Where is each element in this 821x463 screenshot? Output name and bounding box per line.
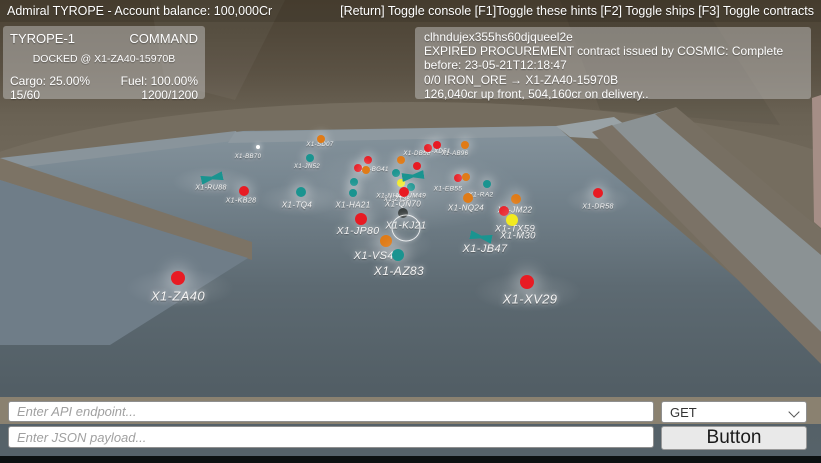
contract-payment: 126,040cr up front, 504,160cr on deliver…	[424, 86, 649, 101]
system-label: X1-ZA40	[150, 288, 206, 304]
system-label: X1-NQ24	[447, 203, 485, 213]
system-dot[interactable]	[239, 186, 249, 196]
system-dot[interactable]	[349, 189, 357, 197]
system-label: X1-JN52	[293, 164, 321, 170]
ship-role: COMMAND	[129, 31, 198, 46]
fuel-label: Fuel: 100.00%	[120, 74, 198, 88]
system-dot[interactable]	[463, 193, 473, 203]
system-label: X1-HA21	[335, 200, 371, 210]
system-dot[interactable]	[306, 154, 314, 162]
bottom-border	[0, 456, 821, 463]
system-dot[interactable]	[355, 213, 367, 225]
system-dot[interactable]	[362, 166, 370, 174]
floor-glow	[240, 177, 360, 223]
fuel-value: 1200/1200	[141, 88, 198, 102]
cargo-value: 15/60	[10, 88, 41, 102]
contract-delivery: 0/0 IRON_ORE → X1-ZA40-15970B	[424, 72, 619, 87]
system-dot[interactable]	[511, 194, 521, 204]
system-label: X1-AB96	[441, 151, 469, 157]
floor-glow	[157, 161, 267, 203]
method-select[interactable]: GET	[661, 401, 807, 423]
system-label: X1-UM49	[395, 192, 427, 200]
floor-glow	[553, 180, 643, 220]
system-label: X1-QN70	[384, 199, 422, 209]
system-label: X1-TQ4	[281, 200, 313, 210]
system-dot[interactable]	[354, 164, 362, 172]
system-label: X1-RA2	[468, 191, 494, 199]
system-dot[interactable]	[397, 156, 405, 164]
system-label: X1-DR58	[582, 203, 614, 211]
system-label: X1-TX59	[494, 223, 536, 235]
submit-request-button[interactable]: Button	[661, 426, 807, 450]
ship-name: TYROPE-1	[10, 31, 76, 46]
contract-deadline: before: 23-05-21T12:18:47	[424, 58, 567, 73]
system-label: X1-JB47	[462, 243, 508, 255]
system-label: X1-SD07	[306, 142, 334, 148]
system-dot[interactable]	[317, 135, 325, 143]
system-dot[interactable]	[350, 178, 358, 186]
system-dot[interactable]	[392, 169, 400, 177]
system-dot[interactable]	[424, 144, 432, 152]
system-label: X1-BB70	[234, 154, 262, 160]
top-bar: Admiral TYROPE - Account balance: 100,00…	[0, 0, 821, 22]
system-dot[interactable]	[454, 174, 462, 182]
system-dot[interactable]	[461, 141, 469, 149]
system-dot[interactable]	[520, 275, 534, 289]
system-dot[interactable]	[413, 162, 421, 170]
system-label: X1-KB28	[225, 197, 257, 205]
system-label: X1-BG41	[361, 167, 389, 173]
contract-id: clhndujex355hs60djqueel2e	[424, 30, 573, 44]
system-label: X1-JM22	[497, 205, 533, 215]
cargo-label: Cargo: 25.00%	[10, 74, 91, 88]
system-dot[interactable]	[296, 187, 306, 197]
hotkey-hints-text: [Return] Toggle console [F1]Toggle these…	[340, 4, 814, 18]
floor-glow	[453, 264, 603, 320]
system-dot[interactable]	[499, 206, 509, 216]
system-label: X1-DB58	[403, 151, 431, 157]
system-dot[interactable]	[171, 271, 185, 285]
contract-panel: clhndujex355hs60djqueel2e EXPIRED PROCUR…	[415, 27, 811, 101]
system-label: X1-XV29	[502, 291, 558, 307]
system-label: X1-RU88	[195, 184, 227, 192]
system-label: X1-XD51	[423, 149, 451, 155]
ship-panel: TYROPE-1 COMMAND DOCKED @ X1-ZA40-15970B…	[3, 26, 205, 102]
system-dot[interactable]	[392, 249, 404, 261]
system-label: X1-AZ83	[373, 264, 425, 278]
system-dot[interactable]	[483, 180, 491, 188]
json-payload-input[interactable]	[8, 426, 654, 448]
system-dot[interactable]	[380, 235, 392, 247]
system-dot[interactable]	[397, 179, 405, 187]
system-label: X1-JP80	[336, 225, 380, 237]
system-label: X1-VS49	[353, 250, 401, 262]
selection-ring	[391, 214, 421, 242]
system-dot[interactable]	[364, 156, 372, 164]
system-dot[interactable]	[398, 208, 408, 218]
system-label: X1-ZT36	[383, 197, 411, 203]
system-dot[interactable]	[399, 187, 409, 197]
ship-status: DOCKED @ X1-ZA40-15970B	[32, 53, 176, 65]
system-dot[interactable]	[462, 173, 470, 181]
system-label: X1-EB55	[433, 185, 463, 193]
system-dot[interactable]	[506, 214, 518, 226]
system-label: X1-M30	[500, 230, 536, 242]
system-dot[interactable]	[593, 188, 603, 198]
account-balance-text: Admiral TYROPE - Account balance: 100,00…	[7, 4, 273, 18]
floor-glow	[105, 260, 255, 316]
system-label: X1-NH44	[376, 192, 406, 200]
api-endpoint-input[interactable]	[8, 401, 654, 422]
system-dot[interactable]	[433, 141, 441, 149]
system-dot[interactable]	[407, 183, 415, 191]
contract-description: EXPIRED PROCUREMENT contract issued by C…	[424, 44, 784, 59]
system-dot[interactable]	[256, 145, 260, 149]
